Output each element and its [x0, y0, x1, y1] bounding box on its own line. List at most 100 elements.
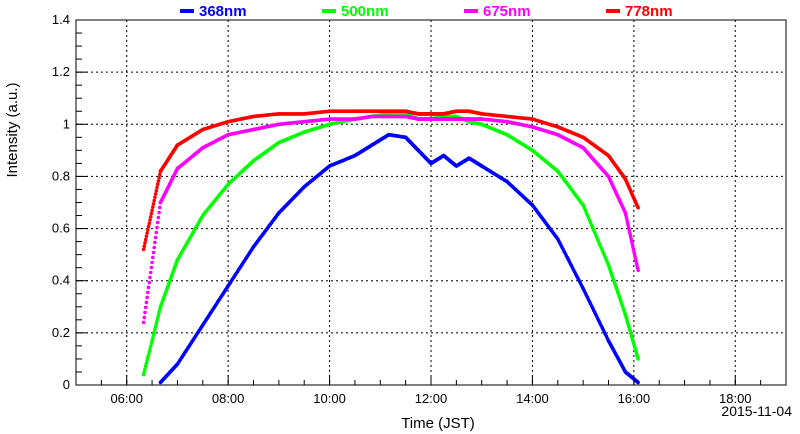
data-series [141, 109, 640, 385]
data-point [146, 353, 151, 357]
data-point [149, 341, 154, 346]
data-point [143, 237, 148, 242]
data-point [148, 215, 153, 219]
data-point [158, 205, 162, 210]
data-point [150, 338, 154, 343]
legend-label: 778nm [625, 3, 673, 20]
x-tick-label: 14:00 [516, 391, 549, 406]
data-point [155, 220, 160, 225]
data-point [148, 344, 153, 349]
x-tick-label: 18:00 [719, 391, 752, 406]
data-point [143, 310, 147, 315]
data-point [158, 307, 162, 312]
data-point [153, 327, 157, 332]
y-tick-label: 1.4 [52, 12, 70, 27]
data-point [155, 316, 160, 320]
data-point [146, 355, 150, 360]
y-tick-label: 0 [63, 377, 70, 392]
data-point [155, 182, 160, 186]
data-point [145, 231, 149, 235]
data-point [143, 364, 148, 368]
data-point [158, 172, 162, 177]
data-point [148, 218, 152, 222]
y-tick-label: 1.2 [52, 64, 70, 79]
data-point [151, 336, 155, 340]
legend-label: 500nm [341, 3, 389, 20]
data-point [146, 285, 151, 290]
x-tick-label: 08:00 [212, 391, 245, 406]
data-point [141, 247, 146, 252]
data-point [153, 195, 157, 200]
date-label: 2015-11-04 [721, 403, 792, 419]
data-point [152, 330, 156, 335]
data-point [145, 295, 149, 300]
series-368nm [158, 132, 640, 385]
axis-ticks: 06:00 08:00 10:00 12:00 14:00 16:00 18:00 0 0.2 0… [52, 12, 787, 406]
data-point [144, 234, 149, 239]
data-point [156, 179, 161, 183]
series-675nm [141, 114, 640, 325]
data-point [152, 245, 156, 250]
data-point [146, 290, 150, 295]
x-tick-label: 10:00 [313, 391, 346, 406]
data-point [141, 372, 146, 377]
data-point [147, 350, 152, 354]
data-point [156, 215, 161, 220]
data-point [157, 175, 161, 180]
data-point [141, 320, 146, 325]
data-point [142, 315, 147, 320]
data-point [153, 235, 158, 240]
series-778nm [141, 109, 640, 252]
data-point [150, 260, 154, 265]
data-point [143, 241, 147, 245]
data-point [144, 361, 149, 366]
y-tick-label: 0.6 [52, 221, 70, 236]
y-axis-label: Intensity (a.u.) [4, 82, 21, 177]
data-point [636, 205, 640, 210]
data-point [151, 205, 155, 209]
data-point [148, 275, 152, 280]
data-point [636, 268, 640, 273]
data-point [151, 250, 156, 255]
data-point [148, 347, 152, 352]
x-tick-label: 06:00 [110, 391, 143, 406]
data-point [154, 230, 159, 235]
data-point [144, 300, 149, 305]
data-point [149, 265, 154, 270]
data-point [153, 324, 158, 329]
data-point [156, 313, 161, 318]
data-point [157, 210, 161, 215]
data-point [150, 208, 154, 213]
data-point [155, 185, 159, 190]
data-point [155, 225, 159, 230]
data-point [636, 357, 640, 361]
x-tick-label: 12:00 [415, 391, 448, 406]
data-point [154, 321, 159, 326]
data-point [155, 319, 159, 323]
data-point [147, 280, 152, 285]
legend-label: 675nm [483, 3, 531, 20]
data-point [151, 202, 156, 206]
legend: 368nm 500nm 675nm 778nm [180, 3, 673, 20]
data-point [147, 221, 152, 226]
x-tick-label: 16:00 [618, 391, 651, 406]
data-point [145, 358, 149, 363]
data-point [148, 270, 153, 275]
data-point [636, 380, 640, 385]
data-point [153, 240, 157, 245]
legend-label: 368nm [199, 3, 247, 20]
data-point [152, 198, 156, 203]
data-point [157, 310, 161, 315]
y-tick-label: 0.8 [52, 168, 70, 183]
data-point [151, 255, 155, 260]
data-point [142, 369, 147, 374]
data-point [143, 305, 148, 310]
data-point [149, 211, 154, 216]
y-tick-label: 0.4 [52, 273, 70, 288]
data-point [146, 224, 151, 229]
data-point [146, 228, 150, 232]
data-point [151, 333, 156, 337]
data-point [153, 192, 158, 196]
